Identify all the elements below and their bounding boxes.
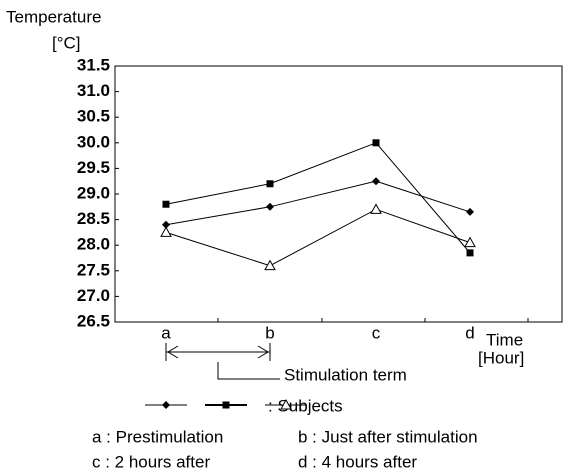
y-tick-label: 26.5 xyxy=(77,311,110,330)
y-tick-label: 30.5 xyxy=(77,107,110,126)
y-tick-label: 30.0 xyxy=(77,132,110,151)
line xyxy=(165,142,471,254)
x-axis-unit: [Hour] xyxy=(478,348,524,367)
y-axis-unit: [°C] xyxy=(52,33,81,52)
x-tick-label: c xyxy=(372,323,381,342)
x-axis-label: Time xyxy=(486,330,523,349)
marker xyxy=(466,207,474,216)
annotation: Stimulation term xyxy=(284,365,407,384)
note: d : 4 hours after xyxy=(298,452,417,471)
y-axis-label: Temperature xyxy=(6,7,101,26)
line xyxy=(165,208,471,267)
marker xyxy=(280,398,292,410)
marker xyxy=(222,401,230,409)
marker xyxy=(162,401,170,409)
x-tick-label: b xyxy=(265,323,274,342)
marker xyxy=(372,177,380,186)
legend-label: : Subjects xyxy=(268,396,343,415)
marker xyxy=(266,202,274,211)
marker xyxy=(160,226,172,237)
y-tick-label: 28.0 xyxy=(77,235,110,254)
marker xyxy=(466,249,474,257)
y-tick-label: 28.5 xyxy=(77,209,110,228)
marker xyxy=(264,259,276,271)
note: a : Prestimulation xyxy=(92,427,223,446)
y-tick-label: 27.5 xyxy=(77,260,110,279)
y-tick-label: 29.0 xyxy=(77,183,110,202)
marker xyxy=(266,180,274,188)
y-tick-label: 31.0 xyxy=(77,81,110,100)
marker xyxy=(162,200,170,208)
marker xyxy=(162,220,170,229)
plot-frame xyxy=(114,65,563,323)
marker xyxy=(464,236,476,248)
stimulation-arrow xyxy=(165,343,280,380)
line xyxy=(165,180,471,226)
note: b : Just after stimulation xyxy=(298,427,478,446)
x-tick-label: a xyxy=(161,323,171,342)
y-tick-label: 29.5 xyxy=(77,158,110,177)
x-tick-label: d xyxy=(465,323,474,342)
marker xyxy=(372,139,380,147)
note: c : 2 hours after xyxy=(92,452,210,471)
y-tick-label: 31.5 xyxy=(77,55,110,74)
marker xyxy=(370,203,382,214)
y-tick-label: 27.0 xyxy=(77,286,110,305)
